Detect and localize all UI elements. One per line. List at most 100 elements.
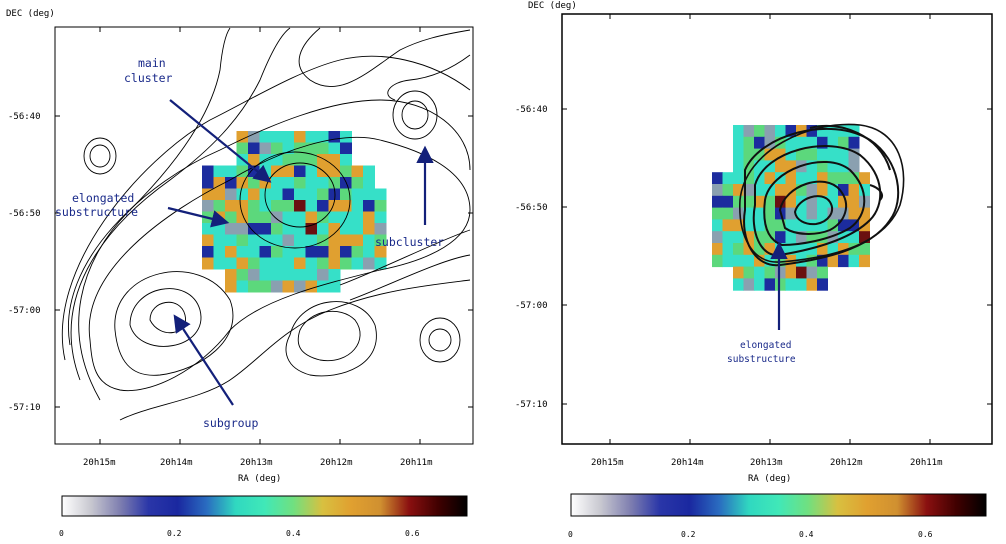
- map-pixel: [827, 243, 839, 256]
- map-pixel: [838, 219, 849, 232]
- right-ra-tick-4: 20h12m: [830, 458, 863, 468]
- map-pixel: [743, 243, 755, 256]
- map-pixel: [294, 154, 306, 166]
- label-main-cluster-line1: main: [138, 56, 166, 70]
- left-ra-tick-2: 20h14m: [160, 458, 193, 468]
- map-pixel: [785, 184, 797, 197]
- map-pixel: [754, 172, 765, 185]
- map-pixel: [827, 160, 839, 173]
- map-pixel: [340, 154, 352, 166]
- map-pixel: [340, 223, 352, 235]
- map-pixel: [259, 131, 272, 143]
- left-ra-title: RA (deg): [238, 474, 281, 484]
- map-pixel: [282, 131, 295, 143]
- map-pixel: [282, 142, 295, 155]
- map-pixel: [305, 200, 318, 212]
- map-pixel: [248, 200, 260, 212]
- map-pixel: [271, 234, 283, 247]
- map-pixel: [817, 231, 828, 244]
- map-pixel: [764, 172, 776, 185]
- map-pixel: [202, 165, 214, 178]
- map-pixel: [317, 223, 329, 235]
- map-pixel: [712, 231, 723, 244]
- map-pixel: [202, 223, 214, 235]
- right-dec-title: DEC (deg): [528, 1, 577, 11]
- map-pixel: [374, 188, 387, 201]
- map-pixel: [733, 207, 744, 220]
- right-dec-tick-3: -57:00: [515, 301, 548, 311]
- map-pixel: [743, 254, 755, 268]
- right-ra-tick-1: 20h15m: [591, 458, 624, 468]
- map-pixel: [806, 254, 818, 268]
- map-pixel: [796, 148, 807, 161]
- map-pixel: [806, 172, 818, 185]
- map-pixel: [743, 266, 755, 279]
- map-pixel: [282, 177, 295, 189]
- map-pixel: [848, 254, 860, 268]
- map-pixel: [282, 188, 295, 201]
- map-pixel: [305, 280, 318, 293]
- map-pixel: [294, 257, 306, 270]
- map-pixel: [848, 160, 860, 173]
- map-pixel: [754, 231, 765, 244]
- map-pixel: [317, 257, 329, 270]
- map-pixel: [271, 280, 283, 293]
- map-pixel: [271, 142, 283, 155]
- map-pixel: [712, 243, 723, 256]
- label-main-cluster-line2: cluster: [124, 71, 173, 85]
- arrow-main-cluster: [169, 99, 272, 183]
- map-pixel: [859, 184, 870, 197]
- map-pixel: [282, 269, 295, 281]
- map-pixel: [294, 131, 306, 143]
- map-pixel: [817, 136, 828, 150]
- map-pixel: [848, 136, 860, 150]
- map-pixel: [827, 219, 839, 232]
- map-pixel: [838, 243, 849, 256]
- map-pixel: [282, 165, 295, 178]
- map-pixel: [785, 172, 797, 185]
- map-pixel: [764, 207, 776, 220]
- map-pixel: [785, 160, 797, 173]
- map-pixel: [775, 172, 786, 185]
- map-pixel: [213, 188, 226, 201]
- map-pixel: [328, 154, 341, 166]
- map-pixel: [248, 246, 260, 258]
- map-pixel: [785, 125, 797, 138]
- map-pixel: [743, 148, 755, 161]
- map-pixel: [374, 200, 387, 212]
- map-pixel: [305, 177, 318, 189]
- map-pixel: [785, 278, 797, 291]
- map-pixel: [305, 131, 318, 143]
- map-pixel: [733, 148, 744, 161]
- map-pixel: [340, 234, 352, 247]
- map-pixel: [248, 280, 260, 293]
- map-pixel: [363, 177, 375, 189]
- map-pixel: [317, 131, 329, 143]
- map-pixel: [328, 131, 341, 143]
- map-pixel: [294, 142, 306, 155]
- map-pixel: [775, 254, 786, 268]
- map-pixel: [236, 188, 249, 201]
- map-pixel: [817, 278, 828, 291]
- right-contours: [739, 123, 905, 267]
- map-pixel: [806, 125, 818, 138]
- map-pixel: [271, 211, 283, 224]
- map-pixel: [317, 246, 329, 258]
- map-pixel: [827, 254, 839, 268]
- map-pixel: [236, 142, 249, 155]
- map-pixel: [743, 207, 755, 220]
- map-pixel: [236, 280, 249, 293]
- right-cb-tick-0: 0: [568, 530, 573, 539]
- right-ra-title: RA (deg): [748, 474, 791, 484]
- map-pixel: [202, 234, 214, 247]
- map-pixel: [248, 257, 260, 270]
- map-pixel: [754, 125, 765, 138]
- map-pixel: [733, 125, 744, 138]
- arrow-elongated: [167, 206, 230, 228]
- map-pixel: [817, 125, 828, 138]
- map-pixel: [817, 243, 828, 256]
- map-pixel: [827, 231, 839, 244]
- map-pixel: [271, 269, 283, 281]
- map-pixel: [213, 177, 226, 189]
- map-pixel: [859, 231, 870, 244]
